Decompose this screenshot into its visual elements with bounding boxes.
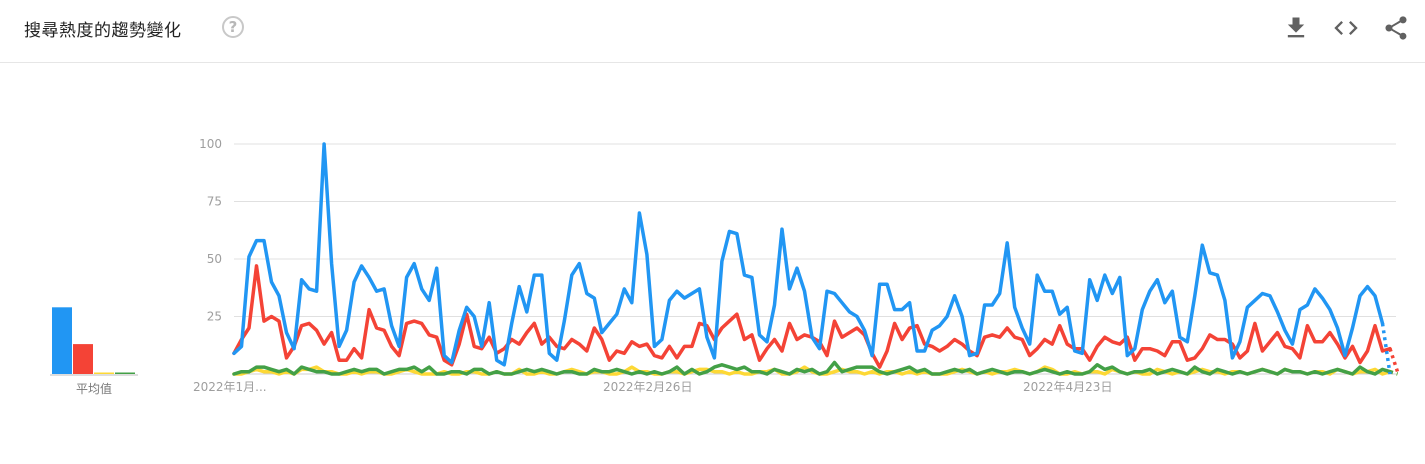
average-label: 平均值	[76, 381, 112, 396]
series-partial-segment	[1390, 349, 1398, 372]
y-tick-label: 50	[207, 252, 222, 266]
x-tick-label: 2022年4月23日	[1023, 380, 1112, 394]
average-bar	[115, 373, 135, 375]
x-tick-label: 2022年1月...	[193, 380, 267, 394]
y-tick-label: 100	[199, 137, 222, 151]
average-bar	[94, 373, 114, 375]
average-bar-chart: 平均值	[50, 307, 138, 396]
y-tick-label: 75	[207, 195, 222, 209]
x-tick-label: 2022年2月26日	[603, 380, 692, 394]
average-bar	[52, 307, 72, 374]
x-axis: 2022年1月... 2022年2月26日 2022年4月23日	[193, 380, 1112, 394]
y-tick-label: 25	[207, 310, 222, 324]
average-bar	[73, 344, 93, 374]
